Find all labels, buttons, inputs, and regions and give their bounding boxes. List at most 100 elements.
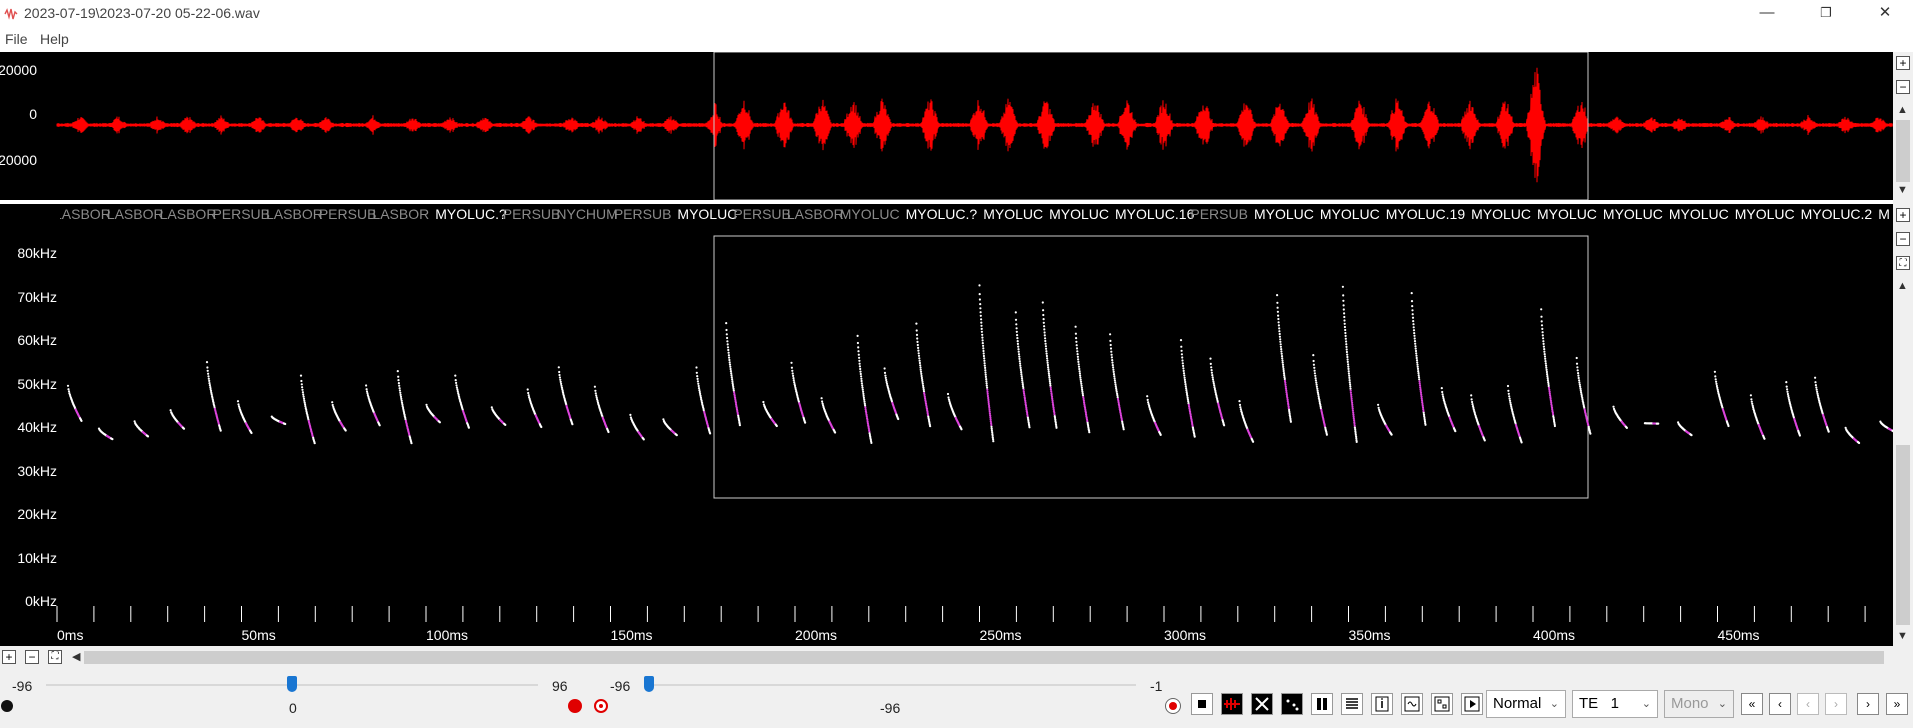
spectrum-tool-icon[interactable] <box>1221 693 1243 715</box>
call-point <box>1545 368 1548 371</box>
call-point <box>1210 366 1213 369</box>
last-file-icon[interactable]: » <box>1886 693 1908 715</box>
call-point <box>1816 392 1819 395</box>
menu-help[interactable]: Help <box>40 31 69 47</box>
record-icon[interactable] <box>568 699 582 713</box>
call-point <box>1347 372 1350 375</box>
call-point <box>1815 386 1818 389</box>
call-point <box>237 403 240 406</box>
call-point <box>607 430 610 434</box>
call-point <box>1422 410 1425 413</box>
call-point <box>1084 411 1087 414</box>
spec-zoom-in-icon[interactable]: + <box>1896 208 1910 222</box>
call-point <box>1423 415 1426 418</box>
spec-scroll-down-icon[interactable]: ▼ <box>1897 630 1908 642</box>
call-point <box>1548 388 1551 391</box>
wave-scroll-thumb[interactable] <box>1896 120 1910 182</box>
call-point <box>1313 369 1316 372</box>
spec-zoom-fit-icon[interactable]: ⛶ <box>1896 256 1910 270</box>
call-point <box>1416 367 1420 370</box>
call-point <box>1816 390 1819 393</box>
call-point <box>454 379 457 382</box>
call-point <box>207 372 210 375</box>
restore-button[interactable]: ❐ <box>1820 5 1832 20</box>
mode-select[interactable]: Normal ⌄ <box>1486 690 1566 718</box>
spec-scroll-up-icon[interactable]: ▲ <box>1897 280 1908 292</box>
cross-tool-icon[interactable] <box>1251 693 1273 715</box>
call-point <box>1114 385 1117 388</box>
loop-tool-icon[interactable] <box>1401 693 1423 715</box>
call-point <box>1441 390 1444 394</box>
call-point <box>1576 369 1579 372</box>
call-point <box>1390 433 1393 436</box>
spec-zoom-out-icon[interactable]: − <box>1896 232 1910 246</box>
h-scroll-left-icon[interactable]: ◀ <box>72 651 81 663</box>
scatter-tool-icon[interactable] <box>1281 693 1303 715</box>
record-loop-icon[interactable] <box>594 699 608 713</box>
call-point <box>988 406 991 409</box>
call-point <box>1541 331 1544 334</box>
species-label: MYOLUC <box>1602 206 1663 222</box>
call-point <box>1051 399 1054 402</box>
call-point <box>860 379 863 383</box>
prev-file-icon[interactable]: ‹ <box>1769 693 1791 715</box>
menu-file[interactable]: File <box>5 31 28 47</box>
call-point <box>727 348 730 352</box>
call-point <box>397 375 400 378</box>
call-point <box>1589 432 1592 435</box>
wave-y-label: 20000 <box>0 62 37 78</box>
stop-tool-icon[interactable] <box>1191 693 1213 715</box>
prev-marked-icon[interactable]: ‹ <box>1797 693 1819 715</box>
info-tool-icon[interactable] <box>1371 693 1393 715</box>
slider2-thumb[interactable] <box>644 676 654 692</box>
wave-zoom-out-icon[interactable]: − <box>1896 80 1910 94</box>
call-point <box>1353 419 1356 422</box>
species-label: MYOLUC <box>1471 206 1532 222</box>
slider2-track[interactable] <box>646 684 1136 686</box>
call-point <box>1542 340 1545 343</box>
h-zoom-fit-icon[interactable]: ⛶ <box>48 650 62 664</box>
call-point <box>1015 323 1018 326</box>
call-point <box>1015 330 1018 333</box>
call-point <box>924 402 928 405</box>
spectrogram-panel[interactable] <box>0 204 1893 646</box>
call-point <box>1715 380 1718 383</box>
call-point <box>1313 372 1316 375</box>
species-label: LASBOR <box>266 206 323 222</box>
h-zoom-out-icon[interactable]: − <box>25 650 39 664</box>
list-tool-icon[interactable] <box>1341 693 1363 715</box>
te-select[interactable]: TE 1 ⌄ <box>1572 690 1658 718</box>
h-zoom-in-icon[interactable]: + <box>2 650 16 664</box>
call-point <box>1041 301 1044 304</box>
close-button[interactable]: ✕ <box>1878 4 1892 21</box>
species-label: MYOLUC <box>1319 206 1380 222</box>
waveform-panel[interactable]: 20000 0 -20000 <box>0 52 1893 200</box>
channel-select[interactable]: Mono ⌄ <box>1664 690 1734 718</box>
play-position-dot-icon[interactable] <box>1 700 13 712</box>
h-scroll-thumb[interactable] <box>84 651 1884 664</box>
columns-tool-icon[interactable] <box>1311 693 1333 715</box>
wave-scroll-up-icon[interactable]: ▲ <box>1897 104 1908 116</box>
play-tool-icon[interactable] <box>1461 693 1483 715</box>
call-point <box>1351 407 1354 410</box>
wave-scroll-down-icon[interactable]: ▼ <box>1897 184 1908 196</box>
call-point <box>1081 388 1084 391</box>
slider1-thumb[interactable] <box>287 676 297 692</box>
next-file-icon[interactable]: › <box>1857 693 1879 715</box>
record-mode-icon[interactable] <box>1165 698 1181 714</box>
call-point <box>1312 354 1315 357</box>
call-point <box>1347 363 1350 366</box>
call-point <box>1350 393 1353 396</box>
first-file-icon[interactable]: « <box>1741 693 1763 715</box>
spec-scroll-thumb[interactable] <box>1896 445 1910 625</box>
call-point <box>1185 391 1188 394</box>
call-point <box>1283 379 1287 383</box>
call-point <box>1088 431 1091 434</box>
minimize-button[interactable]: — <box>1759 4 1775 21</box>
call-point <box>858 356 861 359</box>
call-point <box>457 393 460 396</box>
next-marked-icon[interactable]: › <box>1825 693 1847 715</box>
wave-zoom-in-icon[interactable]: + <box>1896 56 1910 70</box>
grid-tool-icon[interactable] <box>1431 693 1453 715</box>
call-point <box>1410 300 1414 303</box>
